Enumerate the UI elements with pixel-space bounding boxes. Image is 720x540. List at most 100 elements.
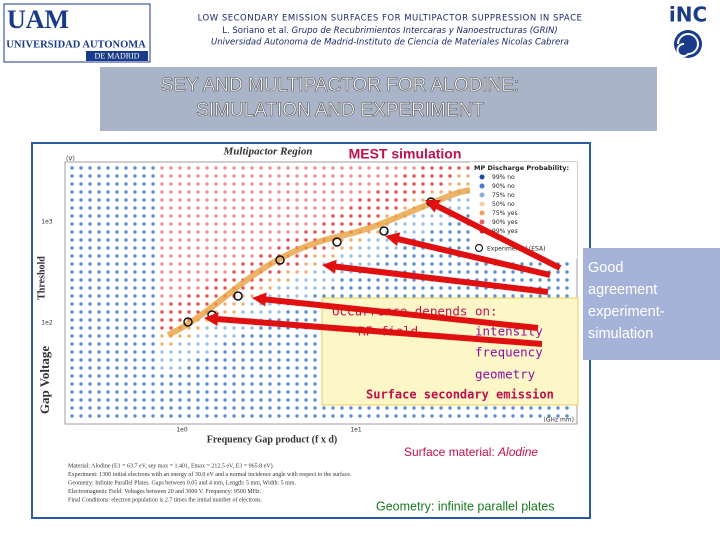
dot [214, 374, 218, 378]
dot [268, 406, 272, 410]
dot [412, 270, 416, 274]
dot [124, 166, 128, 170]
dot [70, 334, 74, 338]
dot [205, 390, 209, 394]
dot [88, 230, 92, 234]
dot [97, 214, 101, 218]
dot [97, 310, 101, 314]
dot [97, 398, 101, 402]
dot [88, 166, 92, 170]
dot [151, 166, 155, 170]
arrow [385, 232, 551, 278]
dot [340, 182, 344, 186]
dot [151, 190, 155, 194]
dot [142, 238, 146, 242]
dot [241, 302, 245, 306]
dot [268, 366, 272, 370]
dot [502, 294, 506, 298]
dot [322, 254, 326, 258]
dot [169, 190, 173, 194]
dot [241, 390, 245, 394]
dot [169, 310, 173, 314]
dot [331, 230, 335, 234]
dot [160, 182, 164, 186]
dot [475, 262, 479, 266]
dot [223, 374, 227, 378]
dot [394, 206, 398, 210]
dot [88, 342, 92, 346]
dot [367, 414, 371, 418]
dot [313, 182, 317, 186]
dot [367, 214, 371, 218]
dot [214, 382, 218, 386]
dot [358, 206, 362, 210]
dot [169, 174, 173, 178]
dot [331, 414, 335, 418]
dot [79, 222, 83, 226]
dot [196, 238, 200, 242]
dot [160, 414, 164, 418]
dot [214, 254, 218, 258]
dot [178, 182, 182, 186]
dot [70, 406, 74, 410]
dot [223, 230, 227, 234]
dot [205, 342, 209, 346]
dot [304, 342, 308, 346]
x-axis-label: Frequency Gap product (f x d) [207, 434, 337, 445]
dot [115, 398, 119, 402]
dot [250, 198, 254, 202]
dot [79, 286, 83, 290]
title-line: SIMULATION AND EXPERIMENT [196, 100, 484, 121]
dot [349, 262, 353, 266]
dot [268, 166, 272, 170]
dot [115, 166, 119, 170]
dot [205, 238, 209, 242]
dot [79, 342, 83, 346]
dot [412, 166, 416, 170]
dot [232, 262, 236, 266]
dot [313, 230, 317, 234]
dot [259, 374, 263, 378]
dot [70, 278, 74, 282]
dot [79, 390, 83, 394]
dot [160, 206, 164, 210]
dot [385, 198, 389, 202]
dot [70, 182, 74, 186]
dot [259, 326, 263, 330]
dot [304, 230, 308, 234]
dot [259, 278, 263, 282]
dot [457, 182, 461, 186]
dot [133, 166, 137, 170]
dot [70, 302, 74, 306]
dot [124, 398, 128, 402]
dot [403, 254, 407, 258]
dot [178, 214, 182, 218]
dot [178, 254, 182, 258]
dot [457, 174, 461, 178]
dot [538, 278, 542, 282]
dot [196, 254, 200, 258]
dot [187, 174, 191, 178]
dot [385, 254, 389, 258]
dot [259, 222, 263, 226]
dot [322, 166, 326, 170]
dot [70, 222, 74, 226]
dot [304, 254, 308, 258]
occurrence-item: geometry [475, 367, 536, 382]
dot [439, 214, 443, 218]
dot [223, 246, 227, 250]
dot [232, 390, 236, 394]
dot [97, 182, 101, 186]
dot [286, 382, 290, 386]
dot [268, 326, 272, 330]
dot [115, 254, 119, 258]
dot [79, 294, 83, 298]
dot [178, 198, 182, 202]
dot [358, 222, 362, 226]
dot [556, 278, 560, 282]
dot [88, 214, 92, 218]
dot [133, 182, 137, 186]
dot [457, 406, 461, 410]
dot [115, 310, 119, 314]
dot [322, 286, 326, 290]
